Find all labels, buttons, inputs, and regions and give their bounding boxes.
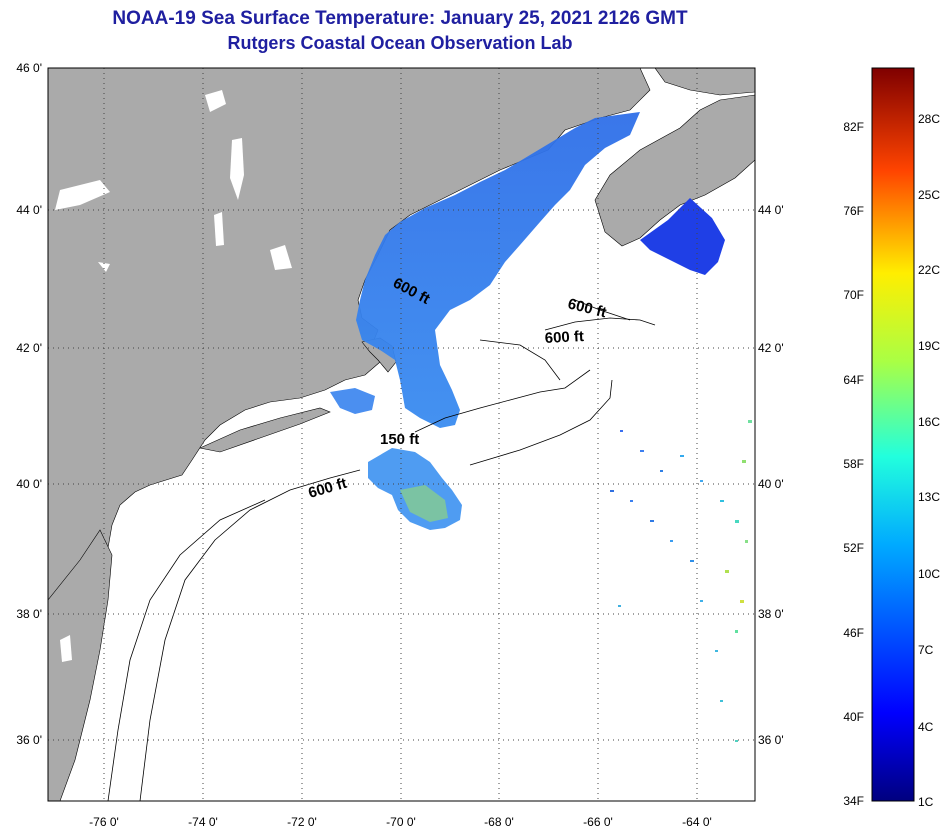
land-cape-breton: [654, 68, 755, 96]
sst-gulf-of-maine: [356, 112, 640, 428]
scale-label-c: 22C: [918, 263, 940, 277]
bathymetry-contours: [107, 299, 656, 801]
lon-label: -66 0': [583, 815, 613, 829]
land-long-island: [199, 407, 331, 453]
scale-label-c: 25C: [918, 188, 940, 202]
scale-label-f: 46F: [843, 626, 864, 640]
lon-label: -74 0': [188, 815, 218, 829]
scale-label-c: 16C: [918, 415, 940, 429]
scale-label-c: 19C: [918, 339, 940, 353]
lat-label-right: 42 0': [758, 341, 784, 355]
inland-lakes: [55, 90, 292, 662]
depth-label-600-ft: 600 ft: [544, 328, 584, 347]
color-scale-bar: [871, 67, 915, 802]
lon-label: -76 0': [89, 815, 119, 829]
lat-label: 40 0': [16, 477, 42, 491]
scale-label-f: 64F: [843, 373, 864, 387]
scale-label-f: 52F: [843, 541, 864, 555]
scale-label-c: 1C: [918, 795, 934, 809]
graticule: [48, 68, 755, 801]
sst-shelf-warm-core: [400, 485, 448, 522]
lat-label: 38 0': [16, 607, 42, 621]
land-delmarva: [48, 529, 113, 801]
scale-label-c: 28C: [918, 112, 940, 126]
scale-label-c: 4C: [918, 720, 934, 734]
fahrenheit-scale: 82F 76F 70F 64F 58F 52F 46F 40F 34F: [843, 120, 864, 808]
scale-label-f: 40F: [843, 710, 864, 724]
scale-label-c: 7C: [918, 643, 934, 657]
scale-label-f: 58F: [843, 457, 864, 471]
lat-label: 36 0': [16, 733, 42, 747]
lon-label: -68 0': [484, 815, 514, 829]
sst-southern-new-england: [330, 388, 375, 414]
scale-label-c: 13C: [918, 490, 940, 504]
map-frame: [47, 67, 756, 802]
scale-label-f: 82F: [843, 120, 864, 134]
scale-label-c: 10C: [918, 567, 940, 581]
lon-label: -70 0': [386, 815, 416, 829]
map-title: NOAA-19 Sea Surface Temperature: January…: [112, 8, 688, 29]
scale-label-f: 76F: [843, 204, 864, 218]
sst-offshore-scatter: [610, 420, 752, 742]
land-nova-scotia: [594, 94, 755, 247]
scale-label-f: 34F: [843, 794, 864, 808]
lon-label: -72 0': [287, 815, 317, 829]
celsius-scale: 28C 25C 22C 19C 16C 13C 10C 7C 4C 1C: [918, 112, 940, 809]
lon-label: -64 0': [682, 815, 712, 829]
lat-label: 46 0': [16, 61, 42, 75]
lat-label-right: 36 0': [758, 733, 784, 747]
lat-label: 44 0': [16, 203, 42, 217]
lat-label-right: 40 0': [758, 477, 784, 491]
lat-label-right: 44 0': [758, 203, 784, 217]
depth-label-150-ft: 150 ft: [380, 431, 419, 448]
sst-bay-of-fundy: [640, 198, 725, 275]
scale-label-f: 70F: [843, 288, 864, 302]
lat-label: 42 0': [16, 341, 42, 355]
map-subtitle: Rutgers Coastal Ocean Observation Lab: [227, 33, 573, 53]
lat-label-right: 38 0': [758, 607, 784, 621]
